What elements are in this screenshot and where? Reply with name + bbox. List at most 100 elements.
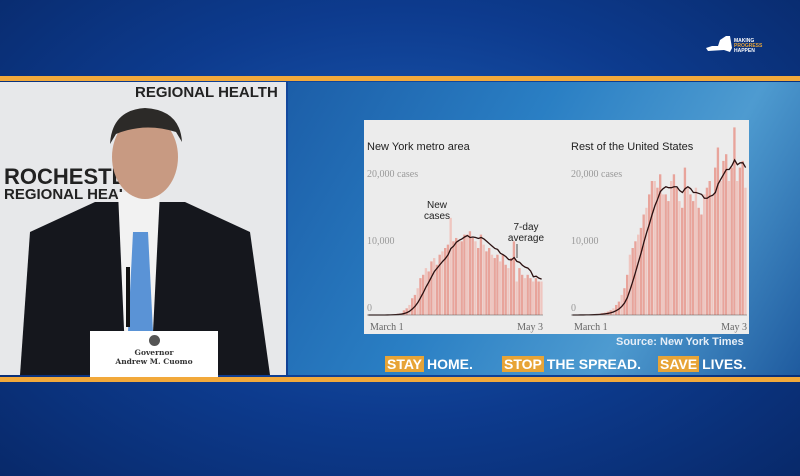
slogan-highlight: STOP — [502, 356, 544, 372]
bar — [744, 187, 747, 315]
bar — [441, 251, 444, 315]
slogan-stop-spread: STOP THE SPREAD. — [502, 356, 641, 372]
bar — [485, 251, 488, 315]
bar — [402, 310, 406, 315]
x-tick-label: March 1 — [574, 322, 608, 333]
bar — [499, 261, 502, 315]
slogan-text: LIVES. — [702, 356, 747, 372]
bar — [650, 181, 654, 315]
bar — [738, 167, 742, 315]
annotation-7-day-average: average — [508, 233, 545, 244]
x-tick-label: May 3 — [517, 322, 543, 333]
annotation-new-cases: cases — [424, 211, 450, 222]
bar — [435, 264, 439, 315]
bar — [413, 294, 417, 315]
bar — [681, 207, 684, 315]
bar — [463, 234, 466, 315]
top-stripe — [0, 76, 800, 81]
bar — [466, 234, 469, 315]
bar — [711, 194, 714, 315]
bar — [727, 181, 731, 315]
slogan-text: HOME. — [427, 356, 473, 372]
bar — [692, 201, 695, 315]
x-tick-label: March 1 — [370, 322, 404, 333]
bar — [708, 181, 711, 315]
bar — [468, 231, 472, 315]
bar — [672, 174, 676, 315]
bar — [683, 167, 687, 315]
y-tick-label: 20,000 cases — [367, 169, 418, 180]
backdrop-text: REGIONAL HEALTH — [135, 84, 278, 101]
bar — [504, 264, 507, 315]
bar — [730, 167, 733, 315]
backdrop-text: REGIONAL HEALTH — [4, 186, 147, 203]
bar — [667, 201, 670, 315]
bar — [700, 214, 703, 315]
y-tick-label: 20,000 cases — [571, 169, 622, 180]
slogan-stay-home: STAY HOME. — [385, 356, 473, 372]
chart-card: New York metro area 0 10,000 20,000 cases Ma… — [364, 120, 749, 334]
bar — [515, 281, 518, 315]
svg-text:MAKING: MAKING — [734, 38, 754, 44]
bar — [697, 207, 700, 315]
bar — [405, 308, 408, 315]
bar — [719, 181, 722, 315]
bar — [490, 254, 494, 315]
bar — [512, 241, 516, 315]
bar — [725, 154, 728, 315]
bar — [521, 274, 524, 315]
bar — [408, 304, 411, 315]
bar — [449, 217, 452, 315]
bar — [670, 181, 673, 315]
nys-logo: MAKING PROGRESS HAPPEN — [704, 34, 780, 54]
bar — [642, 214, 645, 315]
slogan-text: THE SPREAD. — [546, 356, 641, 372]
bottom-stripe — [0, 377, 800, 382]
bar — [714, 167, 717, 315]
y-tick-label: 0 — [571, 303, 576, 314]
bar — [482, 244, 485, 315]
bar — [656, 187, 659, 315]
bar — [637, 234, 640, 315]
state-seal-icon — [148, 335, 160, 346]
bar — [518, 268, 521, 315]
annotation-new-cases: New — [427, 200, 448, 211]
bar — [634, 241, 637, 315]
bar — [526, 274, 529, 315]
bar — [532, 281, 535, 315]
bar — [457, 241, 461, 315]
bar — [419, 278, 422, 315]
nameplate-name: Andrew M. Cuomo — [115, 357, 193, 366]
bar — [501, 254, 505, 315]
bar — [523, 278, 527, 315]
bar — [411, 298, 414, 315]
bar — [540, 281, 543, 315]
bar — [444, 248, 447, 315]
bar — [430, 261, 433, 315]
bar — [488, 248, 491, 315]
nameplate-title: Governor — [134, 348, 174, 357]
bar — [460, 241, 463, 315]
bar — [716, 147, 720, 315]
bar — [705, 187, 709, 315]
bar — [529, 278, 532, 315]
chart-title: New York metro area — [367, 141, 471, 153]
bar — [689, 194, 692, 315]
chart-title: Rest of the United States — [571, 141, 694, 153]
bar — [628, 254, 632, 315]
bar — [474, 241, 477, 315]
bar — [455, 237, 458, 315]
annotation-7-day-average: 7-day — [513, 222, 538, 233]
speaker-video: REGIONAL HEALTH ROCHESTER REGIONAL HEALT… — [0, 82, 286, 375]
svg-text:PROGRESS: PROGRESS — [734, 43, 763, 49]
bar — [424, 268, 428, 315]
bar — [452, 241, 455, 315]
bar — [422, 274, 425, 315]
charts: New York metro area 0 10,000 20,000 cases Ma… — [367, 127, 747, 333]
bar — [479, 234, 483, 315]
seven-day-average-line — [572, 158, 747, 316]
bar — [534, 278, 538, 315]
bar — [686, 187, 689, 315]
bar — [722, 160, 725, 315]
bar — [648, 194, 651, 315]
